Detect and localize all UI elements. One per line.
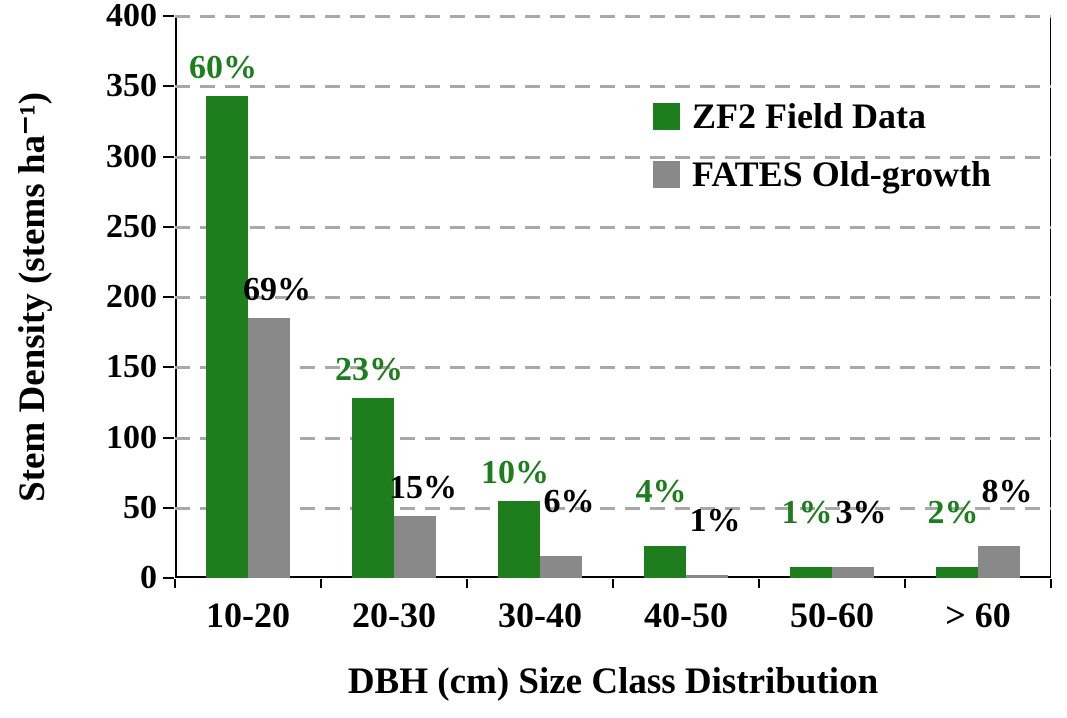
x-axis-title: DBH (cm) Size Class Distribution [347, 661, 879, 702]
legend-item: ZF2 Field Data [653, 98, 991, 134]
pct-label: 2% [927, 493, 979, 531]
bar-zf2-field-data [206, 96, 248, 578]
y-tick-label: 150 [106, 348, 157, 386]
pct-label: 1% [689, 502, 741, 540]
y-tick-mark [163, 85, 174, 88]
pct-label: 23% [335, 351, 403, 389]
legend-label: ZF2 Field Data [692, 96, 926, 136]
bar-zf2-field-data [790, 566, 832, 578]
bar-zf2-field-data [644, 545, 686, 578]
gridline [175, 85, 1051, 89]
x-tick-mark [904, 579, 906, 588]
y-tick-label: 400 [106, 0, 157, 34]
bar-fates-old-growth [394, 516, 436, 578]
y-tick-mark [163, 225, 174, 228]
y-tick-label: 50 [123, 488, 157, 526]
pct-label: 3% [835, 493, 887, 531]
pct-label: 4% [635, 472, 687, 510]
y-tick-mark [163, 15, 174, 17]
bar-zf2-field-data [936, 566, 978, 578]
y-tick-mark [163, 296, 174, 298]
x-tick-label: 50-60 [790, 595, 874, 635]
pct-label: 69% [243, 271, 311, 309]
y-tick-mark [163, 366, 174, 369]
y-tick-label: 200 [106, 278, 157, 315]
legend-swatch [653, 102, 680, 130]
x-tick-mark [466, 579, 468, 588]
bar-fates-old-growth [686, 575, 728, 578]
pct-label: 6% [543, 482, 595, 520]
pct-label: 15% [389, 469, 457, 507]
y-tick-label: 300 [106, 137, 157, 175]
x-tick-label: 20-30 [352, 595, 436, 635]
legend-label: FATES Old-growth [692, 154, 992, 194]
x-tick-mark [174, 579, 176, 588]
gridline [175, 436, 1051, 440]
pct-label: 10% [481, 453, 549, 491]
x-tick-label: 30-40 [498, 595, 582, 635]
bar-zf2-field-data [498, 500, 540, 578]
bar-fates-old-growth [248, 318, 290, 578]
bar-zf2-field-data [352, 398, 394, 578]
pct-label: 1% [781, 493, 833, 531]
y-tick-label: 0 [140, 559, 157, 596]
gridline [175, 366, 1051, 370]
legend-item: FATES Old-growth [653, 156, 991, 192]
x-tick-label: 40-50 [644, 595, 728, 635]
x-tick-mark [320, 579, 322, 588]
bar-fates-old-growth [978, 545, 1020, 578]
bar-fates-old-growth [832, 566, 874, 578]
x-tick-mark [612, 579, 614, 588]
y-tick-mark [163, 506, 174, 509]
gridline [175, 225, 1051, 229]
gridline [175, 15, 1051, 18]
bar-fates-old-growth [540, 555, 582, 578]
pct-label: 8% [981, 472, 1033, 510]
y-tick-label: 100 [106, 418, 157, 456]
y-tick-mark [163, 155, 174, 158]
y-tick-mark [163, 436, 174, 439]
x-tick-mark [758, 579, 760, 588]
y-tick-label: 250 [106, 207, 157, 245]
x-tick-label: > 60 [945, 595, 1011, 635]
gridline [175, 155, 1051, 159]
x-tick-label: 10-20 [206, 595, 290, 635]
gridline [175, 296, 1051, 299]
y-tick-mark [163, 577, 174, 579]
pct-label: 60% [189, 49, 257, 87]
legend-swatch [653, 160, 680, 188]
legend: ZF2 Field Data FATES Old-growth [653, 98, 991, 192]
y-tick-label: 350 [106, 67, 157, 105]
x-tick-mark [1050, 579, 1052, 588]
gridline [175, 506, 1051, 510]
